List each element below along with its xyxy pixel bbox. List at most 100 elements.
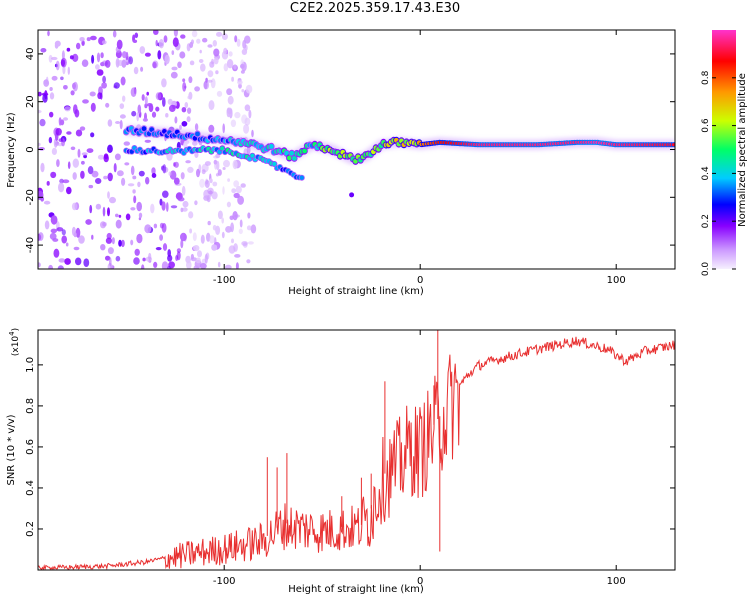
noise-blob	[138, 212, 143, 219]
noise-blob	[128, 56, 134, 65]
spectrogram-x-tick-label: 100	[607, 275, 626, 286]
noise-blob	[54, 40, 61, 47]
colorbar-gradient	[712, 30, 736, 269]
noise-blob	[103, 175, 108, 180]
noise-blob	[162, 243, 168, 251]
noise-blob	[225, 226, 232, 233]
noise-blob	[234, 111, 241, 119]
ridge-blob	[292, 155, 297, 161]
noise-blob	[226, 59, 234, 69]
noise-blob	[144, 139, 151, 143]
snr-series-line	[38, 336, 675, 570]
noise-blob	[187, 107, 192, 114]
noise-blob	[241, 48, 248, 56]
noise-blob	[223, 159, 230, 168]
noise-blob	[133, 257, 140, 265]
noise-blob	[155, 247, 162, 251]
noise-blob	[142, 257, 146, 262]
ridge-blob	[289, 150, 295, 156]
noise-blob	[186, 116, 191, 123]
noise-blob	[102, 75, 106, 83]
noise-blob	[170, 71, 178, 79]
noise-blob	[121, 177, 126, 186]
noise-blob	[172, 105, 176, 110]
noise-blob	[107, 247, 114, 255]
noise-blob	[102, 206, 106, 217]
noise-blob	[190, 253, 194, 260]
spectrogram-x-tick-label: 0	[417, 275, 423, 286]
noise-blob	[222, 186, 225, 195]
noise-blob	[104, 59, 111, 68]
noise-blob	[82, 99, 89, 104]
noise-blob	[151, 173, 157, 178]
noise-blob	[236, 38, 241, 47]
noise-blob	[233, 243, 238, 252]
noise-blob	[51, 56, 58, 61]
noise-blob	[155, 106, 160, 112]
colorbar-tick-label: 0.8	[701, 70, 711, 85]
noise-blob	[195, 257, 201, 264]
noise-blob	[157, 50, 162, 60]
noise-blob	[248, 109, 252, 119]
noise-blob	[49, 87, 53, 91]
noise-blob	[83, 154, 87, 159]
noise-blob	[179, 124, 182, 130]
spectrogram-x-tick-label: -100	[213, 275, 236, 286]
noise-blob	[231, 188, 237, 194]
noise-blob	[65, 242, 69, 247]
colorbar-tick-label: 0.6	[701, 118, 711, 133]
noise-blob	[226, 88, 233, 96]
noise-blob	[212, 181, 218, 187]
noise-blob	[113, 163, 117, 173]
snr-frame	[37, 329, 676, 571]
noise-blob	[198, 59, 204, 63]
noise-blob	[169, 170, 177, 180]
noise-blob	[70, 90, 75, 96]
noise-blob	[138, 170, 145, 177]
noise-blob	[57, 265, 64, 269]
noise-blob	[216, 31, 223, 37]
noise-blob	[189, 60, 195, 66]
noise-blob	[131, 110, 137, 117]
noise-blob	[141, 264, 145, 269]
lower-ridge-blob	[129, 149, 134, 154]
noise-blob	[182, 78, 186, 83]
noise-blob	[181, 185, 186, 196]
noise-blob	[86, 148, 94, 154]
noise-blob	[230, 119, 237, 128]
noise-blob	[77, 148, 81, 158]
noise-blob	[114, 153, 121, 161]
noise-blob	[38, 91, 42, 97]
colorbar-label: Normalized spectral amplitude	[737, 73, 748, 227]
noise-blob	[184, 102, 189, 108]
noise-blob	[96, 52, 101, 63]
noise-blob	[105, 102, 110, 108]
noise-blob	[241, 241, 248, 246]
noise-blob	[119, 114, 126, 119]
noise-blob	[107, 144, 113, 153]
colorbar-tick-label: 0.2	[701, 214, 711, 228]
noise-blob	[193, 265, 200, 269]
noise-blob	[182, 200, 189, 208]
noise-blob	[227, 178, 231, 182]
noise-blob	[194, 200, 198, 206]
noise-blob	[89, 204, 93, 214]
noise-blob	[181, 207, 188, 212]
noise-blob	[155, 39, 158, 47]
noise-blob	[139, 46, 146, 54]
noise-blob	[191, 30, 198, 38]
noise-blob	[222, 167, 226, 170]
noise-blob	[233, 64, 237, 70]
noise-blob	[64, 106, 71, 112]
colorbar: 0.0 0.2 0.4 0.6 0.8 Normalized spectral ampl…	[701, 30, 748, 276]
snr-x-label: Height of straight line (km)	[288, 584, 424, 595]
noise-blob	[170, 205, 178, 209]
noise-blob	[120, 76, 126, 86]
noise-blob	[46, 181, 50, 186]
noise-blob	[180, 239, 184, 249]
noise-blob	[188, 211, 194, 219]
chart-title: C2E2.2025.359.17.43.E30	[289, 1, 461, 16]
noise-blob	[162, 190, 169, 198]
noise-blob	[231, 76, 235, 82]
snr-scale-label: (x104)	[8, 328, 21, 356]
